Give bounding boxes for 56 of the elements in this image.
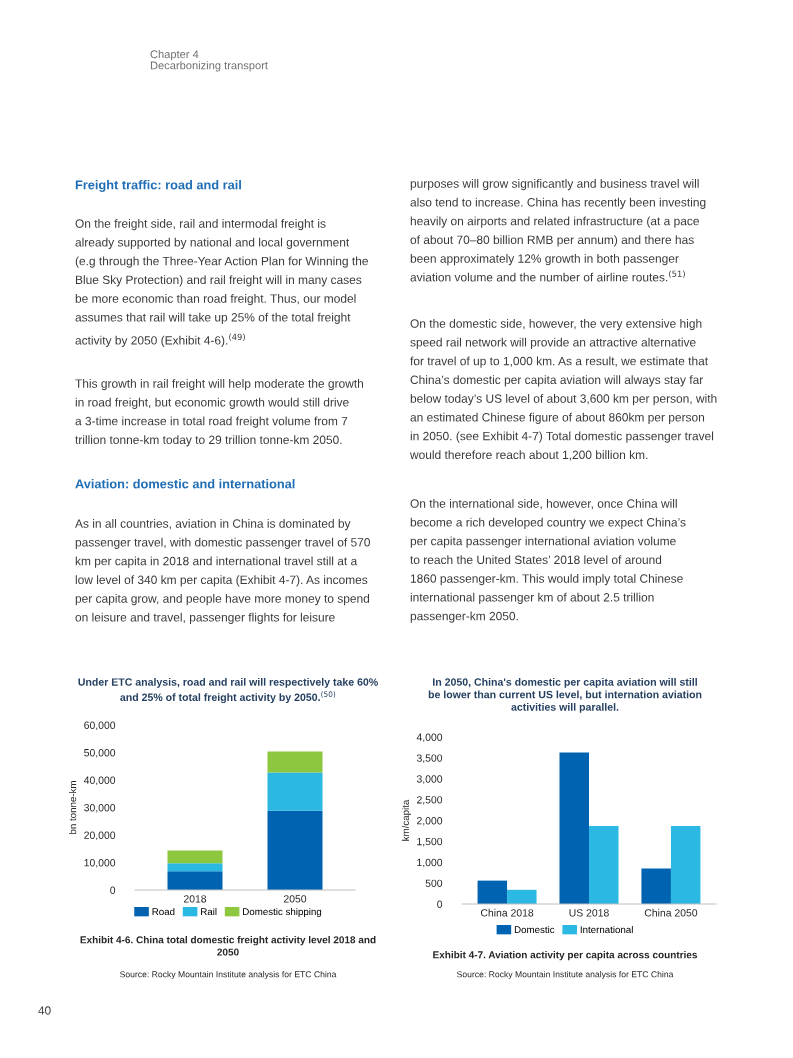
x-tick-label: China 2050 — [644, 908, 698, 917]
y-tick-label: 40,000 — [83, 776, 116, 786]
x-tick-label: US 2018 — [569, 909, 609, 917]
bar — [589, 825, 619, 904]
y-tick-label: 0 — [437, 900, 443, 908]
bar — [641, 868, 671, 904]
source-note: Source: Rocky Mountain Institute analysis for ETC China — [119, 971, 337, 980]
y-tick-label: 2,500 — [417, 796, 443, 805]
legend-label: Domestic — [514, 925, 555, 934]
y-tick-label: 500 — [425, 879, 443, 887]
text: 40 — [38, 1006, 51, 1015]
text: On the domestic side, however, the very extensive high speed rail network will provide an attractive alternative for travel of up to 1,000 km. As a result, we estimate that China’s domestic per capita aviation will always stay far below today’s US level of about 3,600 km per person, with an estimated Chinese figure of about 860km per person in 2050. (see Exhibit 4-7) Total domestic passenger travel would therefore reach about 1,200 billion km. — [409, 319, 717, 461]
y-axis-title: km/capita — [401, 799, 411, 841]
y-tick-label: 30,000 — [84, 804, 116, 813]
text: On the freight side, rail and intermodal freight is already supported by national and local government (e.g through the Three-Year Action Plan for Winning the Blue Sky Protection) and rail freight will in many cases be more economic than road freight. Thus, our model assumes that rail will take up 25% of the total freight activity by 2050 (Exhibit 4-6).$^{(49)}$ — [75, 219, 368, 347]
bar — [167, 850, 223, 864]
chart-title: In 2050, China's domestic per capita aviation will still be lower than current US level, but internation aviation activities will parallel. — [428, 678, 702, 713]
text: As in all countries, aviation in China is dominated by passenger travel, with domestic passenger travel of 570 km per capita in 2018 and international travel still at a low level of 340 km per capita (Exhibit 4-7). As incomes per capita grow, and people have more money to spend on leisure and travel, passenger flights for leisure — [75, 519, 370, 624]
y-tick-label: 0 — [110, 886, 116, 894]
text: This growth in rail freight will help moderate the growth in road freight, but economic growth would still drive a 3-time increase in total road freight volume from 7 trillion tonne-km today to 29 trillion tonne-km 2050. — [75, 379, 364, 447]
y-tick-label: 1,500 — [417, 837, 443, 847]
source-note: Source: Rocky Mountain Institute analysis for ETC China — [456, 971, 674, 980]
bar — [559, 752, 589, 904]
bar — [670, 825, 701, 904]
bar — [507, 889, 537, 904]
y-tick-label: 1,000 — [417, 858, 443, 868]
text: On the international side, however, once China will become a rich developed country we expect China’s per capita passenger international aviation volume to reach the United States’ 2018 level of around 1860 passenger-km. This would imply total Chinese international passenger km of about 2.5 trillion passenger-km 2050. — [410, 499, 686, 623]
text: Chapter 4 Decarbonizing transport — [150, 50, 268, 72]
text: Freight traffic: road and rail — [75, 180, 241, 192]
y-tick-label: 2,000 — [417, 817, 443, 826]
legend-label: Road — [152, 907, 175, 916]
bar — [267, 772, 323, 811]
y-tick-label: 10,000 — [84, 859, 116, 868]
y-tick-label: 60,000 — [84, 721, 116, 731]
bar — [167, 863, 223, 872]
y-tick-label: 3,000 — [416, 775, 443, 784]
x-tick-label: 2050 — [283, 895, 307, 903]
chart-title: Under ETC analysis, road and rail will respectively take 60% and 25% of total freight activity by 2050.$^{(50)}$ — [78, 678, 378, 704]
legend-label: Domestic shipping — [243, 907, 322, 917]
bar — [167, 871, 223, 890]
text: purposes will grow significantly and business travel will also tend to increase. China has recently been investing heavily on airports and related infrastructure (at a pace of about 70–80 billion RMB per annum) and there has been approximately 12% growth in both passenger aviation volume and the number of airline routes.$^{(51)}$ — [410, 179, 706, 282]
legend-label: International — [580, 925, 633, 934]
text: Exhibit 4-6. China total domestic freight activity level 2018 and 2050 — [80, 936, 376, 956]
text: Exhibit 4-7. Aviation activity per capita across countries — [433, 951, 698, 961]
text: Aviation: domestic and international — [75, 479, 295, 489]
y-tick-label: 20,000 — [84, 831, 116, 841]
x-tick-label: China 2018 — [480, 908, 534, 917]
y-tick-label: 3,500 — [416, 754, 443, 763]
y-tick-label: 50,000 — [84, 749, 116, 758]
x-tick-label: 2018 — [183, 895, 207, 903]
bar — [477, 880, 508, 904]
bar — [267, 751, 323, 773]
legend-label: Rail — [201, 907, 217, 916]
y-axis-title: bn tonne-km — [69, 781, 77, 834]
bar — [267, 810, 323, 890]
y-tick-label: 4,000 — [416, 733, 443, 743]
